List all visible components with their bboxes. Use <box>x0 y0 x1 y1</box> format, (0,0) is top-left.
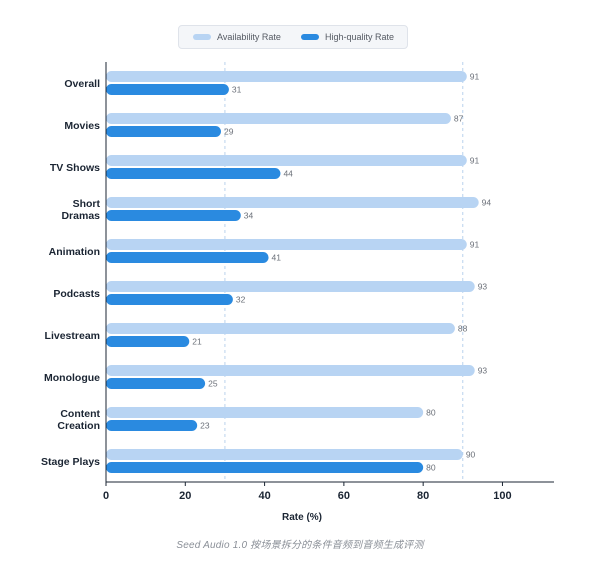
data-label-high-quality: 29 <box>224 127 234 137</box>
data-label-availability: 80 <box>426 408 436 418</box>
data-label-availability: 90 <box>466 450 476 460</box>
data-label-availability: 94 <box>482 198 492 208</box>
figure-caption: Seed Audio 1.0 按场景拆分的条件音频到音频生成评测 <box>176 540 424 551</box>
bar-high-quality <box>106 336 190 347</box>
bar-high-quality <box>106 210 241 221</box>
category-label: Animation <box>49 246 100 258</box>
bar-high-quality <box>106 126 221 137</box>
chart-legend: Availability Rate High-quality Rate <box>178 25 408 49</box>
category-label: Overall <box>64 78 100 90</box>
x-tick-label: 60 <box>338 490 350 502</box>
data-label-availability: 87 <box>454 114 464 124</box>
bar-availability <box>106 365 475 376</box>
bar-availability <box>106 281 475 292</box>
data-label-high-quality: 44 <box>283 169 293 179</box>
data-label-availability: 93 <box>478 366 488 376</box>
bar-high-quality <box>106 84 229 95</box>
data-label-high-quality: 21 <box>192 337 202 347</box>
data-label-high-quality: 80 <box>426 463 436 473</box>
data-label-high-quality: 34 <box>244 211 254 221</box>
bar-availability <box>106 113 451 124</box>
data-label-high-quality: 23 <box>200 421 210 431</box>
bar-availability <box>106 197 479 208</box>
x-tick-label: 20 <box>179 490 191 502</box>
data-label-high-quality: 31 <box>232 85 242 95</box>
bar-high-quality <box>106 168 281 179</box>
bar-availability <box>106 71 467 82</box>
data-label-availability: 91 <box>470 240 480 250</box>
bar-availability <box>106 323 455 334</box>
category-label: Movies <box>64 120 100 132</box>
data-label-availability: 91 <box>470 156 480 166</box>
data-label-availability: 88 <box>458 324 468 334</box>
bar-high-quality <box>106 378 206 389</box>
x-tick-label: 0 <box>103 490 109 502</box>
bar-high-quality <box>106 420 198 431</box>
bar-high-quality <box>106 252 269 263</box>
data-label-high-quality: 32 <box>236 295 246 305</box>
category-label: Stage Plays <box>41 456 100 468</box>
data-label-availability: 93 <box>478 282 488 292</box>
category-label: Short <box>73 198 101 210</box>
data-label-high-quality: 25 <box>208 379 218 389</box>
bar-high-quality <box>106 462 424 473</box>
category-label: Creation <box>57 420 100 432</box>
category-label: Podcasts <box>53 288 100 300</box>
legend-label-availability: Availability Rate <box>217 32 281 42</box>
x-tick-label: 80 <box>417 490 429 502</box>
data-label-availability: 91 <box>470 72 480 82</box>
category-label: Dramas <box>61 210 100 222</box>
bar-availability <box>106 155 467 166</box>
category-label: Livestream <box>45 330 100 342</box>
category-label: Monologue <box>44 372 100 384</box>
legend-item-availability: Availability Rate <box>193 32 281 42</box>
data-label-high-quality: 41 <box>272 253 282 263</box>
x-axis-title: Rate (%) <box>282 512 322 523</box>
category-label: Content <box>60 408 100 420</box>
bar-availability <box>106 239 467 250</box>
bar-chart: 91 31 Overall 87 29 Movies 91 44 TV Shows 94 34 Sho… <box>41 62 554 523</box>
x-tick-label: 100 <box>493 490 511 502</box>
x-tick-label: 40 <box>258 490 270 502</box>
bar-high-quality <box>106 294 233 305</box>
legend-label-high-quality: High-quality Rate <box>325 32 395 42</box>
category-label: TV Shows <box>50 162 100 174</box>
legend-swatch-availability <box>193 34 211 40</box>
legend-item-high-quality: High-quality Rate <box>301 32 394 42</box>
bar-availability <box>106 449 463 460</box>
bar-availability <box>106 407 424 418</box>
legend-swatch-high-quality <box>301 34 319 40</box>
